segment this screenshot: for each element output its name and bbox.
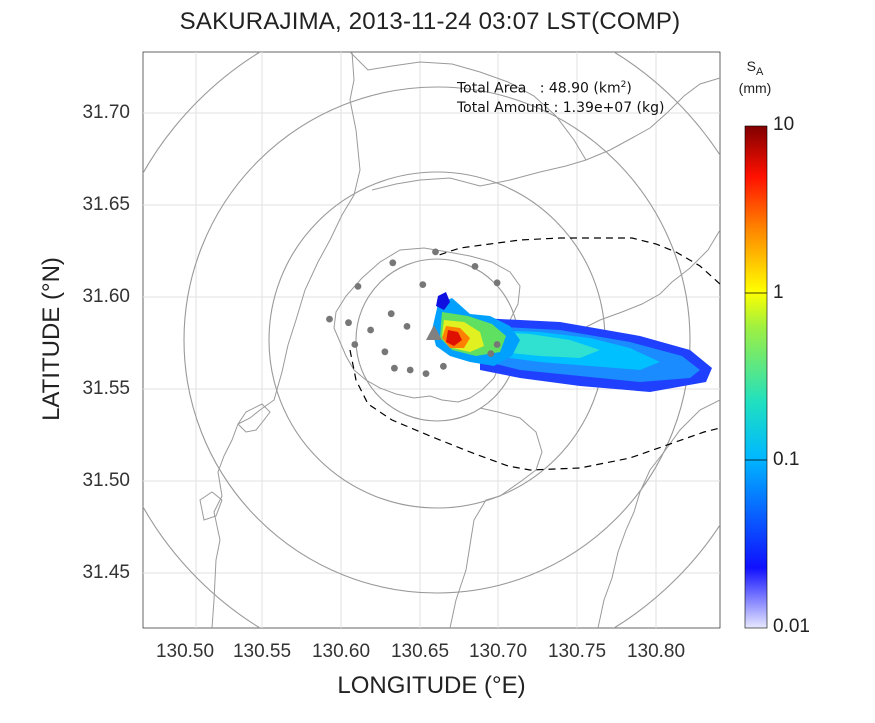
range-ring [183,86,691,594]
vent-triangle-icon [426,325,442,340]
station-marker [381,348,389,356]
colorbar-ticks [745,292,767,461]
station-marker [493,341,501,348]
colorbar-subscript: A [756,65,764,78]
colorbar-unit-text: (mm) [738,79,772,96]
area-unit-exponent: 2 [620,80,627,90]
total-area-label: Total Area : 48.90 (km [457,80,621,97]
colorbar-tick-label: 10 [773,114,795,135]
colorbar-tick-label: 1 [773,282,784,303]
x-tick-label: 130.80 [626,641,686,662]
ash-plume [432,292,712,392]
totals-annotation: Total Area : 48.90 (km2) Total Amount : … [457,76,664,118]
x-tick-label: 130.60 [311,641,371,662]
station-markers [326,248,501,377]
station-marker [471,263,479,270]
station-marker [487,350,495,357]
map-title: SAKURAJIMA, 2013-11-24 03:07 LST(COMP) [179,8,681,35]
station-marker [389,259,397,267]
station-marker [351,341,359,348]
station-marker [403,323,411,330]
y-tick-label: 31.65 [82,194,130,215]
station-marker [367,326,374,334]
y-tick-label: 31.70 [82,102,130,123]
coastline [199,52,720,628]
x-tick-label: 130.75 [547,641,607,662]
x-tick-label: 130.70 [468,641,528,662]
colorbar-unit: SA (mm) [735,58,775,96]
station-marker [387,310,395,318]
total-area-text: Total Area : 48.90 (km2) [457,76,664,99]
area-unit-close: ) [626,80,632,97]
station-marker [440,362,447,370]
station-marker [432,248,439,256]
station-marker [406,366,414,374]
station-marker [391,364,398,372]
x-tick-label: 130.55 [232,641,292,662]
plume-core [446,330,462,346]
colorbar-symbol: S [746,58,756,74]
station-marker [419,281,427,288]
y-tick-label: 31.45 [82,562,130,583]
station-marker [345,319,352,327]
station-marker [354,283,362,290]
y-tick-label: 31.55 [82,378,130,399]
colorbar-tick-label: 0.01 [773,616,810,637]
y-axis-label: LATITUDE (°N) [38,257,65,421]
station-marker [422,370,430,377]
station-marker [326,315,333,323]
x-tick-label: 130.50 [155,641,215,662]
station-marker [493,279,501,287]
total-amount-text: Total Amount : 1.39e+07 (kg) [457,99,665,116]
colorbar-tick-label: 0.1 [773,449,800,470]
x-tick-label: 130.65 [390,641,450,662]
x-axis-label: LONGITUDE (°E) [337,672,526,699]
y-tick-label: 31.60 [82,286,130,307]
range-rings [143,52,720,628]
plume-envelope [349,237,720,471]
y-tick-label: 31.50 [82,470,130,491]
plume-fragment [436,292,450,310]
colorbar [744,125,768,629]
